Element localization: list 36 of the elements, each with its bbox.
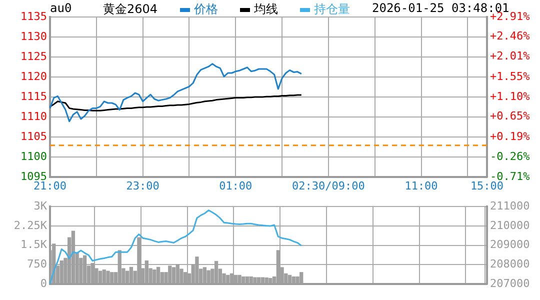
x-tick-label: 02:30/09:00 — [292, 179, 365, 192]
y-tick-label: 1130 — [20, 30, 47, 43]
x-tick-label: 01:00 — [219, 179, 252, 192]
y2-tick-label: +0.19% — [490, 130, 530, 144]
chart-title: 黄金2604 — [103, 1, 158, 18]
y-tick-label: 1115 — [20, 90, 47, 103]
y2-tick-label: +0.65% — [490, 110, 530, 123]
y-tick-label: 1110 — [20, 110, 47, 123]
y2-tick-label: 211000 — [490, 199, 530, 212]
y2-tick-label: 207000 — [490, 276, 530, 290]
y2-tick-label: +1.10% — [490, 90, 530, 103]
y-tick-label: 3K — [34, 199, 48, 212]
y2-tick-label: -0.26% — [490, 150, 530, 163]
y2-tick-label: 208000 — [490, 258, 530, 271]
legend-label: 均线 — [253, 1, 278, 18]
y-tick-label: 750 — [27, 258, 47, 271]
y-tick-label: 2.25K — [14, 218, 48, 232]
y-tick-label: 1125 — [20, 50, 47, 63]
y2-tick-label: 210000 — [490, 218, 530, 232]
legend-label: 持仓量 — [313, 1, 350, 18]
x-tick-label: 23:00 — [126, 179, 160, 192]
y2-tick-label: +1.55% — [490, 70, 530, 83]
y-tick-label: 1135 — [20, 10, 47, 23]
y-tick-label: 1105 — [20, 130, 47, 143]
y2-tick-label: +2.01% — [490, 50, 530, 63]
y-tick-label: 0 — [40, 276, 47, 290]
y-tick-label: 1120 — [20, 70, 47, 83]
x-tick-label: 15:00 — [470, 179, 504, 192]
y-tick-label: 1100 — [20, 150, 47, 163]
legend-label: 价格 — [193, 1, 218, 18]
x-tick-label: 21:00 — [33, 179, 67, 192]
x-tick-label: 11:00 — [404, 179, 438, 192]
chart-subtitle: au0 — [50, 1, 72, 15]
y2-tick-label: +2.46% — [490, 30, 530, 43]
y-tick-label: 1.5K — [20, 238, 48, 252]
y2-tick-label: 209000 — [490, 238, 530, 252]
